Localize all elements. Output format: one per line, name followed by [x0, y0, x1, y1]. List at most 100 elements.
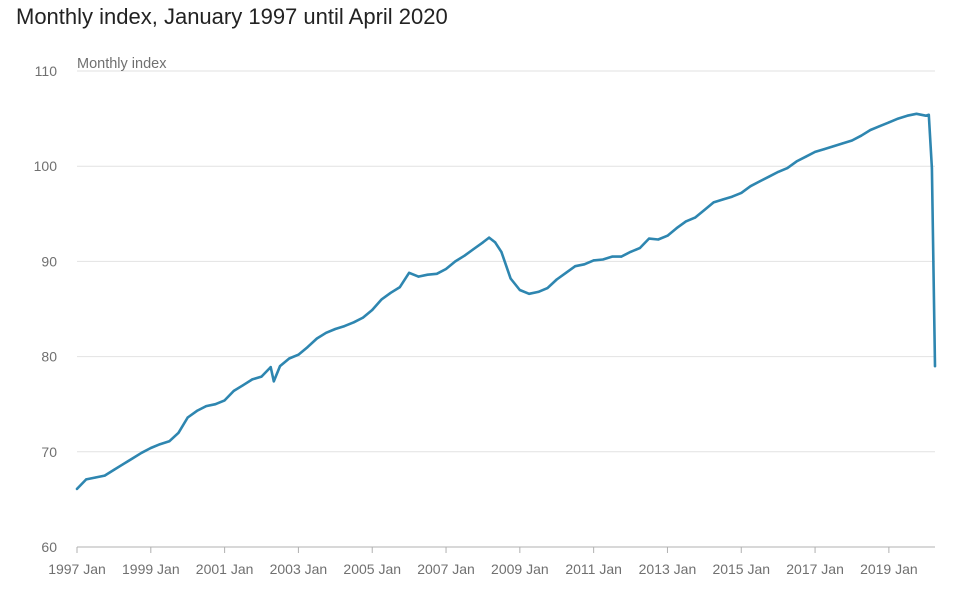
- data-point: [546, 287, 549, 290]
- data-point: [786, 167, 789, 170]
- x-tick-label: 1999 Jan: [122, 561, 180, 577]
- x-axis: 1997 Jan 1999 Jan 2001 Jan 2003 Jan 2005 Jan…: [48, 546, 935, 577]
- data-point: [537, 290, 540, 293]
- data-point: [408, 271, 411, 274]
- data-point: [140, 451, 143, 454]
- data-point: [555, 278, 558, 281]
- y-tick-label: 60: [41, 539, 57, 555]
- data-point: [494, 241, 497, 244]
- x-tick-label: 2009 Jan: [491, 561, 549, 577]
- data-point: [103, 474, 106, 477]
- data-point: [352, 321, 355, 324]
- data-point: [684, 220, 688, 223]
- data-point: [417, 275, 420, 278]
- data-point: [666, 234, 669, 237]
- data-point: [850, 139, 854, 142]
- data-point: [371, 308, 374, 312]
- x-tick-label: 1997 Jan: [48, 561, 106, 577]
- data-point: [887, 121, 891, 124]
- data-point: [488, 236, 491, 239]
- data-point: [288, 357, 291, 360]
- data-point: [223, 399, 226, 402]
- data-point: [112, 468, 115, 471]
- data-point: [325, 331, 328, 334]
- data-point: [177, 431, 180, 434]
- data-point: [777, 170, 780, 173]
- data-point: [343, 325, 346, 328]
- data-point: [195, 409, 198, 412]
- data-point: [306, 346, 309, 349]
- data-point: [518, 288, 521, 292]
- data-point: [930, 167, 934, 170]
- x-tick-label: 2019 Jan: [860, 561, 918, 577]
- data-point: [915, 112, 918, 115]
- data-point: [841, 142, 844, 145]
- data-point: [647, 237, 651, 240]
- data-point: [832, 145, 835, 148]
- data-point: [675, 227, 678, 230]
- data-point: [795, 160, 798, 163]
- data-point: [509, 277, 512, 280]
- data-point: [251, 378, 254, 381]
- data-point: [278, 365, 282, 368]
- data-point: [823, 148, 826, 151]
- data-point: [712, 201, 715, 204]
- data-point: [454, 260, 457, 263]
- x-tick-label: 2011 Jan: [565, 561, 622, 577]
- data-point: [860, 134, 863, 137]
- data-point: [767, 175, 771, 178]
- data-point: [214, 403, 217, 406]
- chart-title: Monthly index, January 1997 until April …: [16, 4, 448, 29]
- data-point: [924, 114, 927, 117]
- data-point: [398, 286, 401, 289]
- data-point: [638, 247, 641, 250]
- data-point: [601, 258, 605, 261]
- data-point: [75, 487, 79, 490]
- data-point: [528, 292, 531, 295]
- data-point: [186, 416, 189, 419]
- y-tick-label: 80: [41, 349, 57, 365]
- data-point: [444, 267, 448, 271]
- data-point: [272, 380, 275, 383]
- data-point: [122, 463, 125, 466]
- data-point: [629, 250, 632, 253]
- x-tick-label: 2001 Jan: [196, 561, 254, 577]
- data-point: [94, 476, 97, 479]
- data-point: [933, 365, 937, 368]
- y-axis-unit-label: Monthly index: [77, 56, 167, 72]
- data-point: [869, 128, 872, 132]
- data-point: [611, 255, 614, 258]
- data-point: [564, 271, 568, 274]
- data-point: [749, 185, 752, 188]
- data-point: [260, 375, 263, 378]
- data-point: [927, 113, 930, 116]
- data-point: [897, 117, 900, 120]
- data-point: [703, 208, 706, 212]
- y-tick-label: 70: [41, 444, 57, 460]
- x-tick-label: 2013 Jan: [639, 561, 697, 577]
- y-tick-label: 90: [41, 253, 57, 269]
- data-point: [232, 389, 235, 392]
- y-tick-label: 100: [34, 158, 58, 174]
- data-point: [85, 478, 88, 481]
- x-tick-label: 2015 Jan: [712, 561, 770, 577]
- data-point: [804, 155, 807, 158]
- data-point: [472, 247, 475, 251]
- data-point: [380, 298, 383, 301]
- series-group: [75, 112, 937, 491]
- y-tick-label: 110: [35, 63, 58, 79]
- data-point: [657, 238, 660, 241]
- data-point: [334, 327, 337, 331]
- data-point: [361, 316, 365, 319]
- data-point: [574, 265, 577, 268]
- x-tick-label: 2017 Jan: [786, 561, 844, 577]
- x-tick-label: 2005 Jan: [343, 561, 401, 577]
- data-point: [721, 198, 724, 201]
- data-point: [389, 291, 392, 294]
- data-point: [435, 272, 438, 275]
- data-point: [149, 446, 152, 450]
- data-point: [740, 191, 743, 194]
- data-point: [242, 384, 245, 387]
- x-tick-label: 2007 Jan: [417, 561, 475, 577]
- data-point: [500, 250, 503, 253]
